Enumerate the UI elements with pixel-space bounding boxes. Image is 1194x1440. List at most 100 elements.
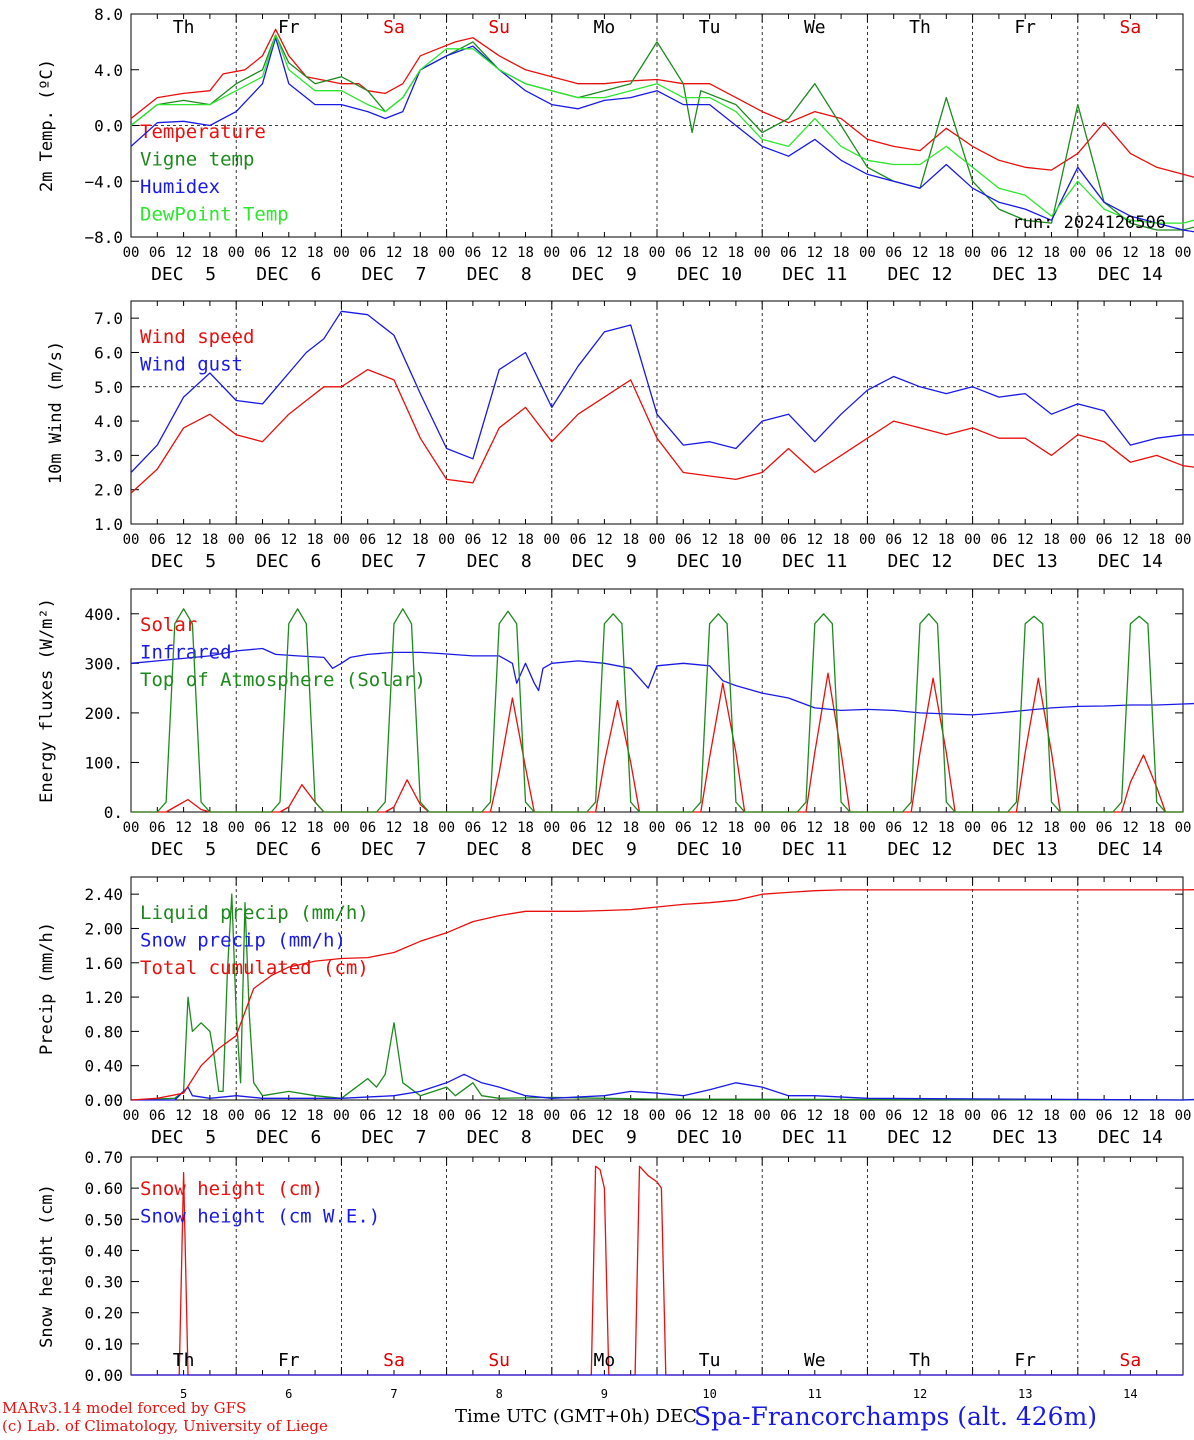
hour-tick-label: 12 [1017, 532, 1034, 548]
hour-tick-label: 00 [859, 820, 876, 836]
y-axis-label: Precip (mm/h) [37, 922, 57, 1055]
hour-tick-label: 18 [727, 820, 744, 836]
hour-tick-label: 00 [543, 820, 560, 836]
hour-tick-label: 18 [1148, 820, 1165, 836]
hour-tick-label: 12 [701, 1108, 718, 1124]
date-label: DEC 10 [677, 1127, 742, 1148]
date-label: DEC 12 [887, 551, 952, 572]
y-tick-label: 0.00 [84, 1091, 123, 1110]
hour-tick-label: 00 [228, 1108, 245, 1124]
weekday-label: Sa [383, 17, 405, 38]
weekday-label: Sa [1120, 1350, 1142, 1371]
hour-tick-label: 12 [1122, 1108, 1139, 1124]
date-label: DEC 7 [361, 551, 426, 572]
hour-tick-label: 18 [938, 532, 955, 548]
y-tick-label: 2.0 [94, 481, 123, 500]
hour-tick-label: 18 [307, 532, 324, 548]
weekday-label: Mo [594, 17, 616, 38]
station-label: Spa-Francorchamps (alt. 426m) [694, 1402, 1098, 1431]
hour-tick-label: 06 [780, 820, 797, 836]
date-label: DEC 9 [572, 839, 637, 860]
hour-tick-label: 00 [228, 820, 245, 836]
date-label: DEC 5 [151, 551, 216, 572]
y-tick-label: 0.70 [84, 1148, 123, 1167]
legend-entry: Infrared [140, 642, 232, 664]
hour-tick-label: 18 [727, 1108, 744, 1124]
hour-tick-label: 00 [333, 820, 350, 836]
y-tick-label: 300. [84, 654, 123, 673]
hour-tick-label: 12 [386, 245, 403, 261]
day-number-label: 6 [285, 1387, 292, 1401]
hour-tick-label: 12 [280, 245, 297, 261]
series-line-total-cumulated-cm [130, 889, 1194, 1101]
hour-tick-label: 12 [1017, 245, 1034, 261]
y-tick-label: 4.0 [94, 61, 123, 80]
hour-tick-label: 12 [386, 1108, 403, 1124]
y-tick-label: 4.0 [94, 412, 123, 431]
date-label: DEC 12 [887, 1127, 952, 1148]
hour-tick-label: 18 [1148, 245, 1165, 261]
weekday-label: Th [173, 1350, 195, 1371]
legend-entry: Snow precip (mm/h) [140, 930, 346, 952]
date-label: DEC 7 [361, 839, 426, 860]
hour-tick-label: 06 [359, 820, 376, 836]
hour-tick-label: 18 [622, 245, 639, 261]
hour-tick-label: 06 [885, 532, 902, 548]
legend-entry: Temperature [140, 121, 266, 143]
hour-tick-label: 06 [675, 532, 692, 548]
hour-tick-label: 06 [1096, 1108, 1113, 1124]
weekday-label: Sa [1120, 17, 1142, 38]
panels-group: 8.0 4.0 0.0 −4.0 −8.0 2m Temp. (ºC) Temperatur… [37, 5, 1194, 1401]
hour-tick-label: 12 [1122, 532, 1139, 548]
credit-line: (c) Lab. of Climatology, University of L… [2, 1417, 328, 1435]
series-line-snow-precip-mm-h [131, 1073, 1194, 1101]
date-label: DEC 10 [677, 839, 742, 860]
hour-tick-label: 06 [254, 820, 271, 836]
hour-tick-label: 12 [912, 820, 929, 836]
hour-tick-label: 12 [806, 532, 823, 548]
legend-entry: Top of Atmosphere (Solar) [140, 669, 426, 691]
hour-tick-label: 12 [280, 532, 297, 548]
y-tick-label: 200. [84, 704, 123, 723]
hour-tick-label: 00 [964, 532, 981, 548]
model-credit: MARv3.14 model forced by GFS (c) Lab. of… [2, 1399, 328, 1435]
hour-tick-label: 00 [123, 820, 140, 836]
hour-tick-label: 06 [780, 532, 797, 548]
hour-tick-label: 12 [491, 1108, 508, 1124]
date-label: DEC 9 [572, 1127, 637, 1148]
hour-tick-label: 06 [570, 1108, 587, 1124]
hour-tick-label: 00 [1069, 532, 1086, 548]
hour-tick-label: 18 [412, 820, 429, 836]
y-tick-label: 0. [104, 803, 123, 822]
hour-tick-label: 12 [596, 1108, 613, 1124]
hour-tick-label: 06 [149, 532, 166, 548]
date-label: DEC 12 [887, 839, 952, 860]
hour-tick-label: 18 [622, 820, 639, 836]
hour-tick-label: 06 [990, 820, 1007, 836]
weekday-label: Su [488, 17, 510, 38]
y-tick-label: 0.40 [84, 1057, 123, 1076]
legend-entry: Wind gust [140, 354, 243, 376]
legend-entry: Wind speed [140, 326, 254, 348]
hour-tick-label: 00 [859, 532, 876, 548]
date-label: DEC 14 [1098, 551, 1163, 572]
hour-tick-label: 06 [990, 532, 1007, 548]
hour-tick-label: 18 [412, 532, 429, 548]
weekday-label: Tu [699, 17, 721, 38]
hour-tick-label: 06 [149, 245, 166, 261]
hour-tick-label: 12 [1017, 1108, 1034, 1124]
hour-tick-label: 00 [1175, 245, 1192, 261]
hour-tick-label: 18 [201, 1108, 218, 1124]
y-tick-label: 0.50 [84, 1210, 123, 1229]
weekday-label: Fr [278, 1350, 300, 1371]
weekday-label: Fr [1014, 1350, 1036, 1371]
hour-tick-label: 12 [596, 532, 613, 548]
hour-tick-label: 06 [464, 532, 481, 548]
y-tick-label: 6.0 [94, 343, 123, 362]
y-tick-label: 0.10 [84, 1335, 123, 1354]
date-label: DEC 10 [677, 551, 742, 572]
series-line-wind-speed [130, 368, 1194, 494]
day-number-label: 10 [702, 1387, 716, 1401]
hour-tick-label: 00 [964, 1108, 981, 1124]
weekday-label: Fr [1014, 17, 1036, 38]
